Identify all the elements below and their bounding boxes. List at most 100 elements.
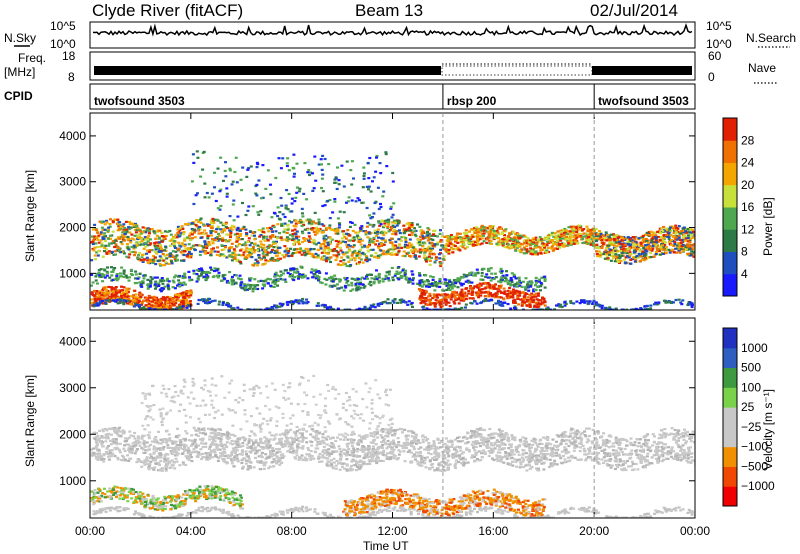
data-cell: [497, 233, 501, 236]
data-cell: [280, 304, 284, 308]
data-cell: [294, 222, 298, 225]
data-cell: [447, 252, 451, 255]
data-cell: [323, 241, 327, 244]
data-cell: [124, 274, 128, 277]
data-cell: [345, 246, 349, 249]
data-cell: [320, 251, 324, 254]
data-cell: [404, 301, 407, 304]
data-cell: [246, 288, 250, 291]
data-cell: [527, 289, 531, 292]
data-cell: [166, 277, 169, 280]
data-cell: [197, 275, 201, 278]
data-cell: [460, 290, 464, 293]
data-cell: [240, 287, 244, 290]
data-cell: [392, 230, 395, 233]
data-cell: [196, 302, 200, 305]
data-cell: [606, 234, 610, 237]
data-cell: [247, 287, 251, 290]
data-cell: [517, 235, 521, 238]
data-cell: [596, 255, 600, 258]
data-cell: [522, 295, 526, 298]
data-cell: [616, 258, 619, 261]
data-cell: [156, 244, 160, 247]
data-cell: [343, 235, 347, 238]
data-cell: [333, 228, 337, 231]
data-cell: [445, 243, 449, 246]
data-cell: [690, 228, 694, 231]
data-cell: [457, 302, 461, 305]
freq-band-2: [441, 65, 593, 76]
data-cell: [427, 283, 431, 286]
data-cell: [238, 274, 242, 277]
data-cell: [162, 287, 166, 290]
data-cell: [149, 279, 153, 282]
data-cell: [118, 224, 122, 227]
data-cell: [365, 256, 369, 259]
data-cell: [221, 303, 225, 306]
data-cell: [562, 231, 566, 234]
data-cell: [653, 231, 657, 234]
data-cell: [417, 255, 421, 258]
data-cell: [184, 294, 188, 297]
data-cell: [686, 228, 690, 231]
freq-panel: Freq. [MHz] 18 8 60 0 Nave: [4, 49, 778, 84]
data-cell: [185, 254, 189, 257]
data-cell: [677, 298, 681, 301]
data-cell: [367, 282, 371, 285]
data-cell: [222, 228, 226, 231]
data-cell: [444, 249, 448, 252]
data-cell: [295, 300, 299, 303]
data-cell: [161, 308, 165, 310]
data-cell: [448, 294, 452, 297]
data-cell: [168, 229, 172, 233]
data-cell: [558, 235, 562, 238]
data-cell: [149, 276, 153, 279]
data-cell: [454, 308, 458, 310]
data-cell: [639, 242, 643, 245]
data-cell: [509, 232, 513, 235]
data-cell: [205, 273, 209, 276]
data-cell: [342, 259, 346, 262]
data-cell: [451, 236, 455, 239]
data-cell: [232, 308, 236, 310]
data-cell: [656, 235, 660, 239]
data-cell: [518, 279, 522, 282]
data-cell: [431, 238, 435, 241]
data-cell: [382, 220, 386, 223]
data-cell: [435, 295, 439, 298]
data-cell: [594, 301, 598, 304]
data-cell: [351, 229, 355, 233]
data-cell: [480, 291, 484, 294]
data-cell: [487, 235, 491, 238]
data-cell: [554, 247, 558, 250]
data-cell: [684, 239, 687, 242]
data-cell: [556, 230, 560, 233]
data-cell: [403, 274, 407, 277]
data-cell: [434, 308, 438, 310]
data-cell: [528, 239, 532, 242]
data-cell: [344, 237, 348, 240]
data-cell: [560, 305, 564, 309]
data-cell: [146, 300, 150, 303]
data-cell: [104, 299, 108, 302]
data-cell: [112, 241, 116, 244]
data-cell: [486, 282, 490, 285]
data-cell: [482, 299, 486, 302]
data-cell: [474, 226, 478, 229]
data-cell: [693, 246, 695, 250]
data-cell: [528, 303, 532, 306]
data-cell: [445, 284, 449, 287]
data-cell: [153, 241, 157, 245]
data-cell: [649, 248, 652, 251]
data-cell: [127, 237, 131, 240]
data-cell: [253, 234, 256, 237]
data-cell: [421, 245, 425, 248]
data-cell: [363, 244, 367, 247]
data-cell: [620, 254, 624, 257]
data-cell: [205, 245, 208, 248]
data-cell: [202, 246, 206, 249]
data-cell: [455, 291, 458, 294]
data-cell: [120, 234, 124, 237]
data-cell: [323, 277, 327, 280]
data-cell: [462, 291, 466, 294]
